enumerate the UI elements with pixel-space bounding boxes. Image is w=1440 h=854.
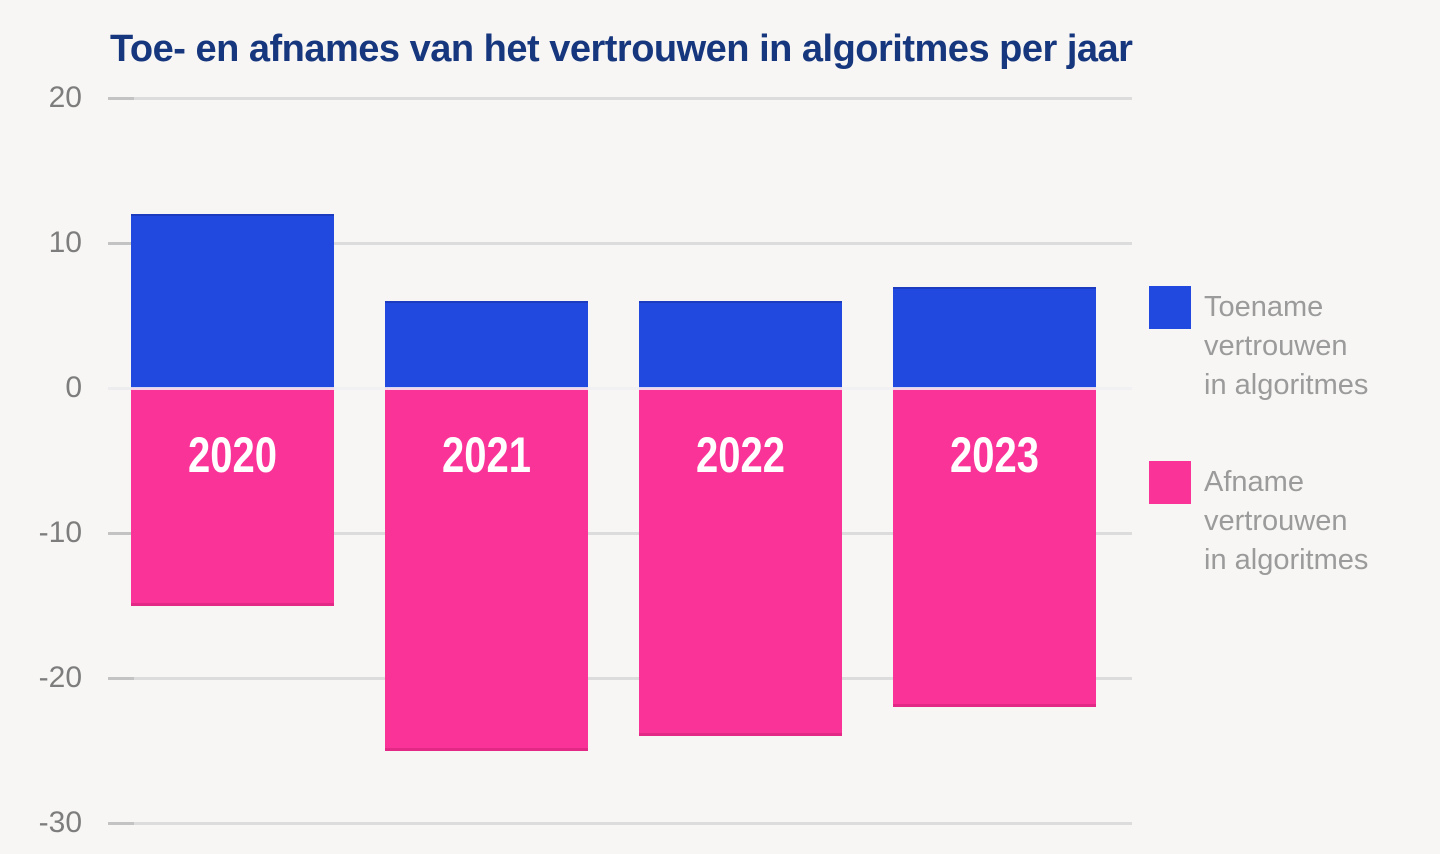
axis-tick [108, 677, 134, 680]
legend-label-line: Toename [1204, 291, 1324, 323]
bar-segment-afname-2020 [131, 388, 334, 606]
axis-tick [108, 822, 134, 825]
legend-item-afname: Afname vertrouwen in algoritmes [1149, 461, 1368, 580]
axis-tick [108, 242, 134, 245]
zero-gridline-overlay [108, 387, 1132, 390]
legend-label-line: Afname [1204, 466, 1304, 498]
bar-year-label-2023: 2023 [950, 427, 1039, 483]
bar-segment-afname-2023 [893, 388, 1096, 707]
bar-year-label-2022: 2022 [696, 427, 785, 483]
y-axis-tick-label: -10 [38, 516, 82, 549]
bar-segment-toename-2023 [893, 286, 1096, 388]
bar-segment-toename-2020 [131, 214, 334, 388]
y-axis-tick-label: -20 [38, 661, 82, 694]
y-axis-tick-label: -30 [38, 806, 82, 839]
gridline [108, 532, 1132, 535]
legend-label-line: vertrouwen [1204, 330, 1348, 362]
legend-label-line: in algoritmes [1204, 544, 1369, 576]
gridline [108, 97, 1132, 100]
bar-segment-toename-2021 [385, 301, 588, 388]
gridline [108, 677, 1132, 680]
axis-tick [108, 532, 134, 535]
legend-swatch-toename [1149, 286, 1191, 329]
chart-title: Toe- en afnames van het vertrouwen in al… [110, 28, 1133, 70]
gridline [108, 242, 1132, 245]
bar-year-label-2021: 2021 [442, 427, 531, 483]
bar-year-label-2020: 2020 [187, 427, 277, 483]
legend-item-toename: Toename vertrouwen in algoritmes [1149, 286, 1368, 405]
legend-label-toename: Toename vertrouwen in algoritmes [1204, 288, 1368, 405]
legend-label-afname: Afname vertrouwen in algoritmes [1204, 463, 1368, 580]
y-axis-tick-label: 0 [65, 371, 82, 404]
y-axis-tick-label: 20 [48, 81, 82, 114]
legend-swatch-afname [1149, 461, 1191, 504]
bar-segment-afname-2021 [385, 388, 588, 751]
bar-segment-toename-2022 [639, 301, 842, 388]
y-axis-tick-label: 10 [48, 226, 82, 259]
bar-segment-afname-2022 [639, 388, 842, 736]
axis-tick [108, 97, 134, 100]
legend-label-line: in algoritmes [1204, 369, 1369, 401]
gridline [108, 822, 1132, 825]
legend-label-line: vertrouwen [1204, 505, 1348, 537]
